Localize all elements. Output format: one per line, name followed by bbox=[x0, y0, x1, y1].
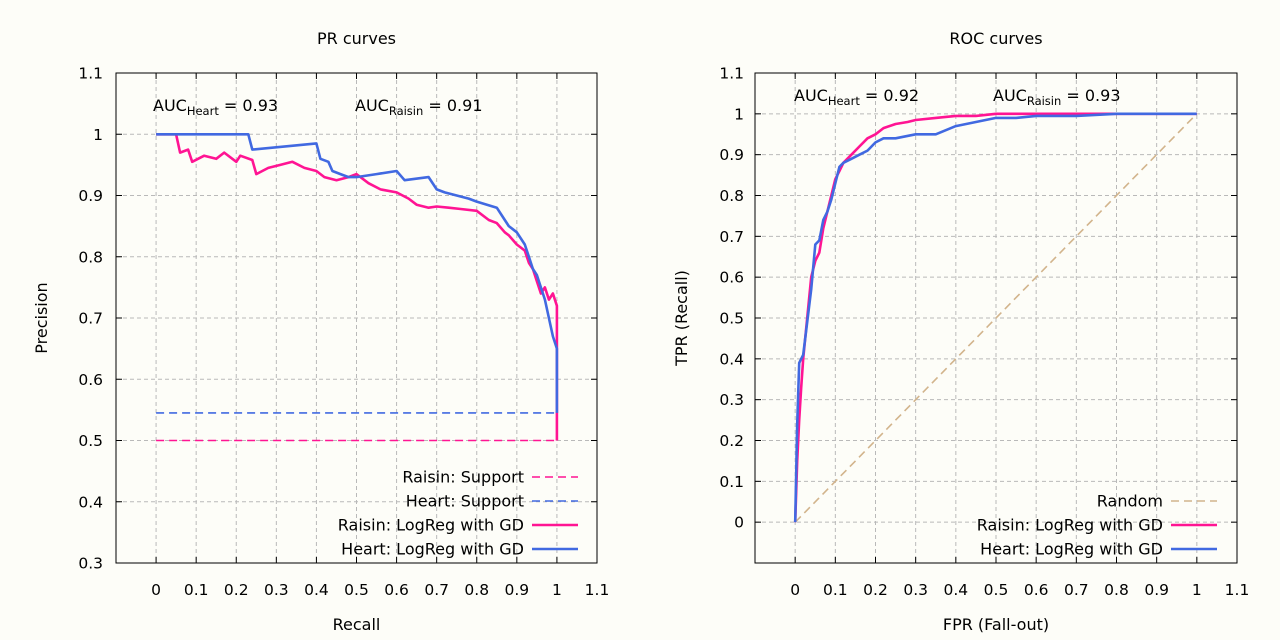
auc-value: = 0.92 bbox=[860, 86, 919, 105]
y-tick-label: 0 bbox=[734, 514, 744, 532]
y-tick-label: 0.8 bbox=[78, 248, 103, 266]
y-tick-label: 0.1 bbox=[719, 473, 744, 491]
auc-annotation: AUCRaisin = 0.93 bbox=[993, 86, 1121, 108]
x-axis-label: Recall bbox=[333, 615, 381, 634]
chart-panel-1: 0 0.1 0.2 0.3 0.4 0.5 0.6 0.7 0.8 0.9 1 1.1 0.3 0.4 0.… bbox=[32, 29, 609, 634]
auc-subscript: Raisin bbox=[389, 104, 423, 118]
y-tick-label: 1.1 bbox=[719, 65, 744, 83]
legend-label: Heart: LogReg with GD bbox=[341, 540, 524, 559]
x-tick-label: 0.6 bbox=[384, 581, 409, 599]
chart-title: ROC curves bbox=[949, 29, 1042, 48]
x-tick-label: 1 bbox=[552, 581, 562, 599]
auc-annotation: AUCHeart = 0.93 bbox=[153, 96, 278, 118]
auc-annotation: AUCRaisin = 0.91 bbox=[355, 96, 483, 118]
y-tick-label: 0.2 bbox=[719, 432, 744, 450]
auc-value: = 0.93 bbox=[219, 96, 278, 115]
y-axis-label: TPR (Recall) bbox=[672, 270, 691, 367]
x-tick-label: 0.7 bbox=[424, 581, 449, 599]
auc-value: = 0.91 bbox=[423, 96, 482, 115]
x-tick-label: 0.2 bbox=[224, 581, 249, 599]
x-tick-label: 0.1 bbox=[823, 581, 848, 599]
y-tick-label: 0.6 bbox=[719, 269, 744, 287]
y-tick-label: 0.5 bbox=[719, 310, 744, 328]
x-axis-label: FPR (Fall-out) bbox=[943, 615, 1049, 634]
series-line-4 bbox=[156, 133, 559, 413]
x-tick-label: 0.9 bbox=[1144, 581, 1169, 599]
auc-annotation: AUCHeart = 0.92 bbox=[794, 86, 919, 108]
auc-subscript: Raisin bbox=[1027, 94, 1061, 108]
x-tick-label: 0.7 bbox=[1064, 581, 1089, 599]
y-tick-label: 0.5 bbox=[78, 432, 103, 450]
x-tick-label: 0.4 bbox=[304, 581, 329, 599]
auc-subscript: Heart bbox=[828, 94, 860, 108]
legend-label: Raisin: LogReg with GD bbox=[338, 516, 524, 535]
legend-label: Random bbox=[1097, 492, 1163, 511]
x-tick-label: 1.1 bbox=[585, 581, 610, 599]
y-tick-label: 1 bbox=[734, 105, 744, 123]
x-tick-label: 0 bbox=[790, 581, 800, 599]
auc-main: AUC bbox=[794, 86, 828, 105]
y-tick-label: 0.6 bbox=[78, 371, 103, 389]
y-tick-label: 0.7 bbox=[78, 310, 103, 328]
y-tick-label: 0.8 bbox=[719, 187, 744, 205]
x-tick-label: 0.5 bbox=[984, 581, 1009, 599]
series-line-1 bbox=[794, 113, 1198, 523]
chart-panel-2: 0 0.1 0.2 0.3 0.4 0.5 0.6 0.7 0.8 0.9 1 1.1 0 0.1 0.2 0… bbox=[672, 29, 1249, 634]
x-tick-label: 0.3 bbox=[903, 581, 928, 599]
x-tick-label: 0.4 bbox=[944, 581, 969, 599]
y-tick-label: 0.4 bbox=[78, 493, 103, 511]
x-tick-label: 0.8 bbox=[464, 581, 489, 599]
x-tick-label: 0.2 bbox=[863, 581, 888, 599]
x-tick-label: 0.9 bbox=[505, 581, 530, 599]
legend-label: Heart: LogReg with GD bbox=[980, 540, 1163, 559]
x-tick-label: 1.1 bbox=[1225, 581, 1250, 599]
y-tick-label: 0.3 bbox=[719, 391, 744, 409]
x-tick-label: 0.6 bbox=[1024, 581, 1049, 599]
y-tick-label: 1 bbox=[93, 126, 103, 144]
legend-label: Raisin: Support bbox=[402, 468, 524, 487]
x-tick-label: 0.5 bbox=[344, 581, 369, 599]
legend-label: Heart: Support bbox=[406, 492, 524, 511]
x-tick-label: 0.3 bbox=[264, 581, 289, 599]
y-tick-label: 0.9 bbox=[719, 146, 744, 164]
series-line-3 bbox=[793, 112, 1197, 523]
legend-label: Raisin: LogReg with GD bbox=[977, 516, 1163, 535]
auc-main: AUC bbox=[153, 96, 187, 115]
auc-main: AUC bbox=[355, 96, 389, 115]
auc-value: = 0.93 bbox=[1061, 86, 1120, 105]
chart-title: PR curves bbox=[317, 29, 396, 48]
auc-subscript: Heart bbox=[187, 104, 219, 118]
y-tick-label: 0.9 bbox=[78, 187, 103, 205]
auc-main: AUC bbox=[993, 86, 1027, 105]
x-tick-label: 0 bbox=[151, 581, 161, 599]
x-tick-label: 0.1 bbox=[184, 581, 209, 599]
y-tick-label: 1.1 bbox=[78, 65, 103, 83]
x-tick-label: 0.8 bbox=[1104, 581, 1129, 599]
y-axis-label: Precision bbox=[32, 282, 51, 353]
x-tick-label: 1 bbox=[1192, 581, 1202, 599]
y-tick-label: 0.3 bbox=[78, 555, 103, 573]
y-tick-label: 0.7 bbox=[719, 228, 744, 246]
y-tick-label: 0.4 bbox=[719, 350, 744, 368]
